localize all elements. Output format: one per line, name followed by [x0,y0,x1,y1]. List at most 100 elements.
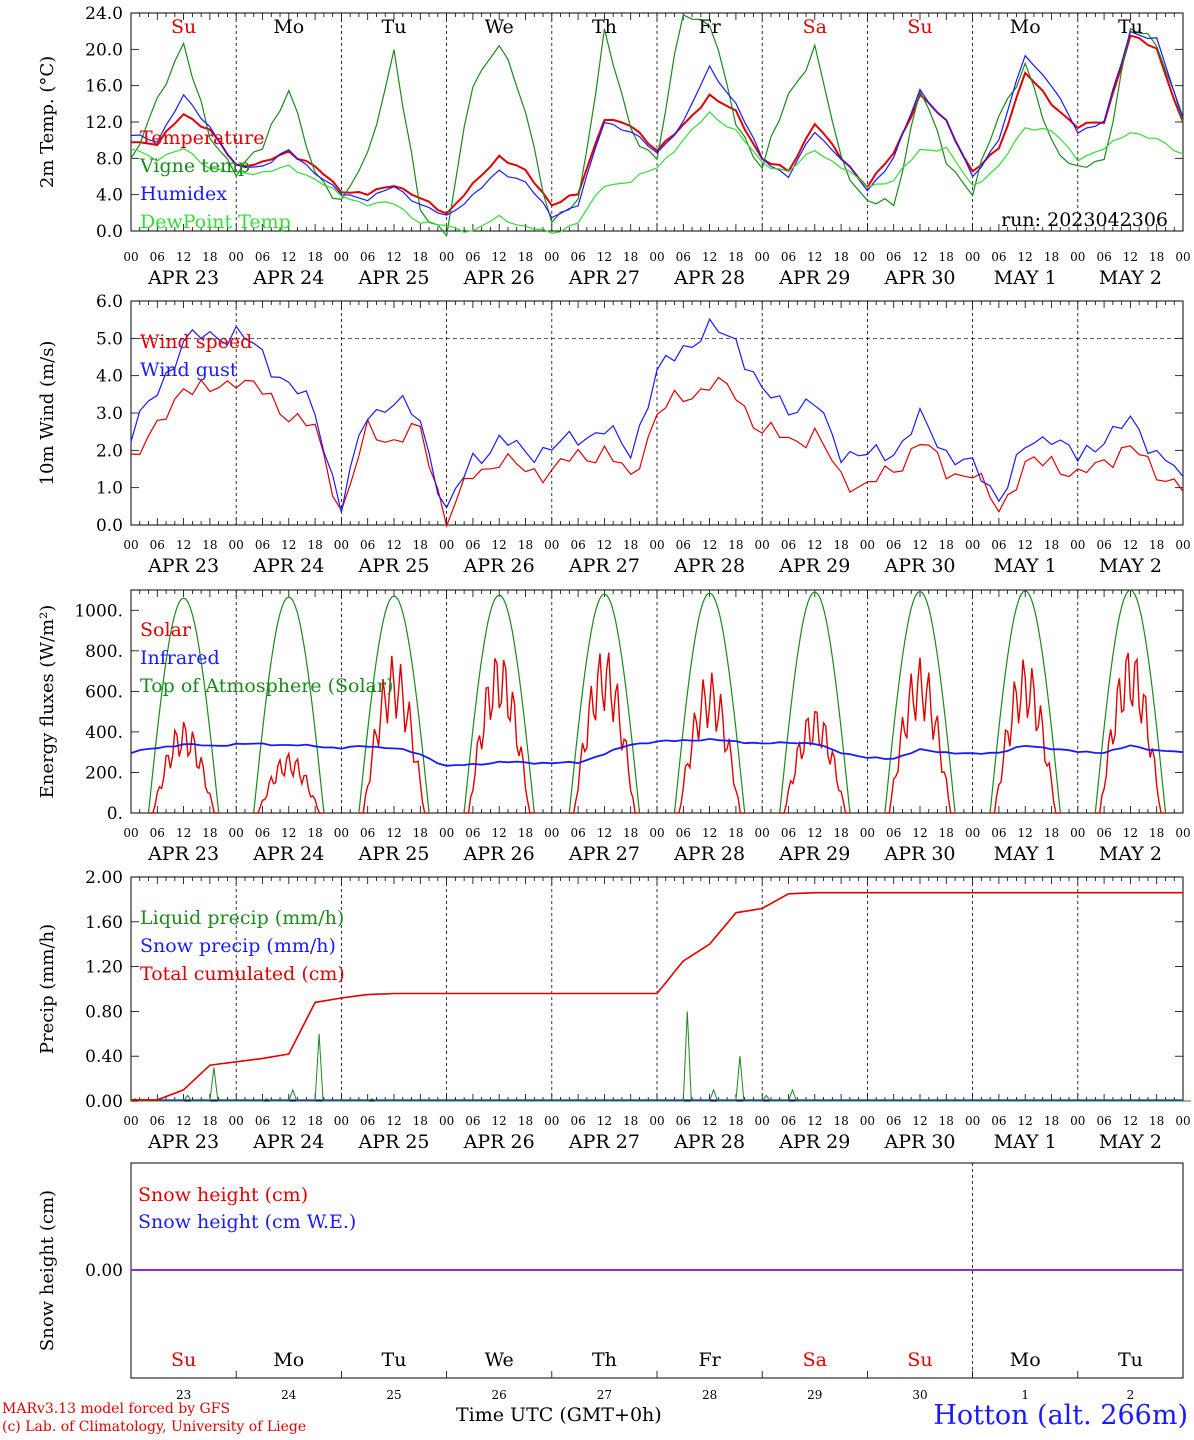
snow-y-axis-label: Snow height (cm) [37,1190,58,1351]
energy-hour-tick-label: 18 [307,826,322,840]
wind-hour-tick-label: 12 [912,538,927,552]
wind-hour-tick-label: 12 [176,538,191,552]
wind-y-tick-label: 1.0 [96,479,123,499]
precip-legend-0: Liquid precip (mm/h) [140,907,344,929]
wind-hour-tick-label: 00 [649,538,664,552]
precip-date-label: MAY 1 [994,1131,1057,1153]
energy-hour-tick-label: 18 [939,826,954,840]
snow-day-number: 27 [597,1388,612,1402]
precip-hour-tick-label: 12 [176,1114,191,1128]
energy-hour-tick-label: 12 [492,826,507,840]
energy-hour-tick-label: 00 [544,826,559,840]
run-annotation: run: 2023042306 [1001,209,1168,231]
wind-y-tick-label: 2.0 [96,441,123,461]
energy-solar-curve [779,710,850,814]
energy-hour-tick-label: 12 [702,826,717,840]
wind-date-label: APR 25 [357,555,429,577]
model-credit-line-1: MARv3.13 model forced by GFS [2,1401,231,1417]
temp-hour-tick-label: 00 [439,250,454,264]
temp-hour-tick-label: 00 [1175,250,1190,264]
temp-hour-tick-label: 00 [860,250,875,264]
wind-hour-tick-label: 18 [413,538,428,552]
temp-day-label: Sa [803,16,827,38]
energy-hour-tick-label: 12 [807,826,822,840]
wind-hour-tick-label: 00 [860,538,875,552]
energy-frame [130,589,1184,814]
energy-hour-tick-label: 06 [150,826,165,840]
precip-hour-tick-label: 18 [623,1114,638,1128]
snow-day-label: Tu [382,1349,407,1371]
temp-series-vigne-temp [130,14,1184,238]
precip-date-label: APR 23 [147,1131,219,1153]
temp-hour-tick-label: 00 [965,250,980,264]
wind-hour-tick-label: 18 [518,538,533,552]
wind-series-wind-speed [130,376,1184,529]
energy-solar-curve [1095,652,1166,814]
energy-hour-tick-label: 12 [1123,826,1138,840]
wind-hour-tick-label: 00 [334,538,349,552]
energy-hour-tick-label: 12 [597,826,612,840]
precip-y-tick-label: 0.80 [85,1002,123,1022]
energy-toa-curve [463,594,535,814]
energy-hour-tick-label: 12 [912,826,927,840]
energy-legend-1: Infrared [140,647,220,669]
temp-series-dewpoint-temp [130,111,1184,234]
temp-hour-tick-label: 06 [886,250,901,264]
temp-legend-1: Vigne temp [139,155,250,177]
energy-hour-tick-label: 00 [860,826,875,840]
energy-y-tick-label: 0. [107,804,123,824]
temp-hour-tick-label: 06 [150,250,165,264]
precip-date-label: APR 29 [778,1131,850,1153]
precip-hour-tick-label: 00 [439,1114,454,1128]
temp-hour-tick-label: 00 [123,250,138,264]
wind-legend-1: Wind gust [140,359,238,381]
precip-hour-tick-label: 12 [1018,1114,1033,1128]
precip-y-tick-label: 0.00 [85,1092,123,1112]
wind-hour-tick-label: 00 [1070,538,1085,552]
energy-toa-curve [673,592,746,814]
temp-y-tick-label: 12.0 [85,113,123,133]
wind-date-label: APR 27 [568,555,640,577]
temp-day-label: Th [592,16,617,38]
energy-hour-tick-label: 12 [386,826,401,840]
precip-hour-tick-label: 18 [518,1114,533,1128]
energy-solar-curve [253,751,324,814]
temp-date-label: APR 25 [357,267,429,289]
wind-y-tick-label: 6.0 [96,292,123,312]
precip-hour-tick-label: 06 [1096,1114,1111,1128]
precip-y-axis-label: Precip (mm/h) [37,924,58,1054]
energy-date-label: APR 26 [463,843,535,865]
snow-day-label: Su [907,1349,932,1371]
wind-hour-tick-label: 18 [833,538,848,552]
wind-date-label: APR 26 [463,555,535,577]
energy-date-label: APR 28 [673,843,745,865]
energy-y-axis-label: Energy fluxes (W/m²) [37,605,58,799]
wind-hour-tick-label: 00 [229,538,244,552]
wind-hour-tick-label: 06 [570,538,585,552]
precip-hour-tick-label: 00 [1070,1114,1085,1128]
precip-hour-tick-label: 18 [202,1114,217,1128]
precip-hour-tick-label: 12 [1123,1114,1138,1128]
precip-hour-tick-label: 06 [360,1114,375,1128]
energy-y-tick-label: 400. [85,723,123,743]
precip-date-label: APR 27 [568,1131,640,1153]
snow-day-number: 30 [912,1388,927,1402]
wind-hour-tick-label: 00 [965,538,980,552]
wind-hour-tick-label: 06 [1096,538,1111,552]
energy-date-label: APR 24 [252,843,324,865]
wind-hour-tick-label: 18 [728,538,743,552]
precip-date-label: APR 28 [673,1131,745,1153]
wind-hour-tick-label: 12 [386,538,401,552]
energy-y-tick-label: 200. [85,763,123,783]
precip-hour-tick-label: 12 [386,1114,401,1128]
wind-hour-tick-label: 12 [281,538,296,552]
snow-day-number: 28 [702,1388,717,1402]
temp-hour-tick-label: 12 [386,250,401,264]
energy-hour-tick-label: 00 [334,826,349,840]
wind-hour-tick-label: 00 [439,538,454,552]
precip-hour-tick-label: 18 [413,1114,428,1128]
wind-date-label: APR 29 [778,555,850,577]
energy-hour-tick-label: 00 [1070,826,1085,840]
energy-solar-curve [884,657,956,814]
snow-day-label: Th [592,1349,617,1371]
